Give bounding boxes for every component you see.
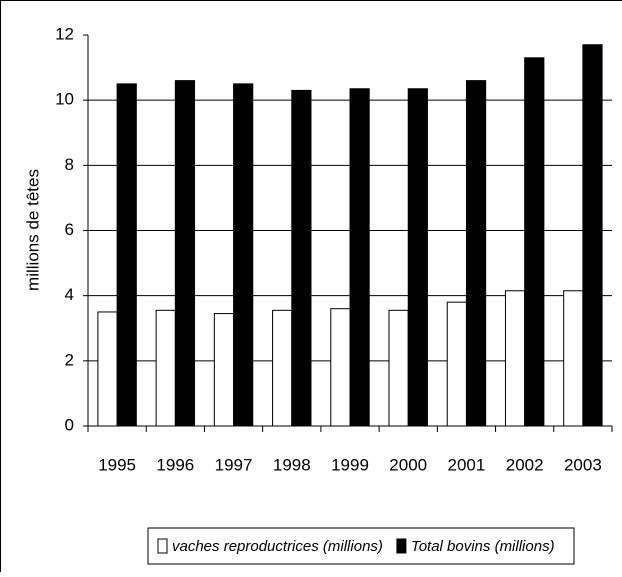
x-tick-label: 1995 <box>98 455 136 474</box>
bar <box>564 291 583 426</box>
bar <box>447 302 466 426</box>
bar <box>350 89 369 426</box>
bar <box>214 314 233 426</box>
x-tick-label: 2003 <box>564 455 602 474</box>
x-tick-label: 1997 <box>215 455 253 474</box>
bar <box>234 84 253 426</box>
bar <box>331 309 350 426</box>
y-tick-label: 12 <box>55 24 74 43</box>
x-tick-label: 1996 <box>156 455 194 474</box>
legend-swatch <box>397 539 406 553</box>
y-tick-label: 8 <box>65 155 74 174</box>
bar <box>156 310 175 426</box>
x-tick-label: 2000 <box>389 455 427 474</box>
y-axis-label: millions de têtes <box>23 169 42 291</box>
bar <box>505 291 524 426</box>
y-tick-label: 4 <box>65 285 74 304</box>
x-tick-label: 1999 <box>331 455 369 474</box>
x-tick-label: 2001 <box>448 455 486 474</box>
x-tick-label: 1998 <box>273 455 311 474</box>
bar <box>292 90 311 426</box>
bar <box>583 45 602 426</box>
bar <box>466 81 485 426</box>
y-tick-label: 2 <box>65 350 74 369</box>
legend-swatch <box>158 539 167 553</box>
legend-label: vaches reproductrices (millions) <box>172 538 383 555</box>
bar <box>175 81 194 426</box>
bar <box>525 58 544 426</box>
bar <box>98 312 117 426</box>
x-tick-label: 2002 <box>506 455 544 474</box>
bar <box>408 89 427 426</box>
bar <box>389 310 408 426</box>
y-tick-label: 6 <box>65 220 74 239</box>
bar <box>273 310 292 426</box>
y-tick-label: 10 <box>55 90 74 109</box>
legend-label: Total bovins (millions) <box>411 538 555 555</box>
y-tick-label: 0 <box>65 415 74 434</box>
bar <box>117 84 136 426</box>
